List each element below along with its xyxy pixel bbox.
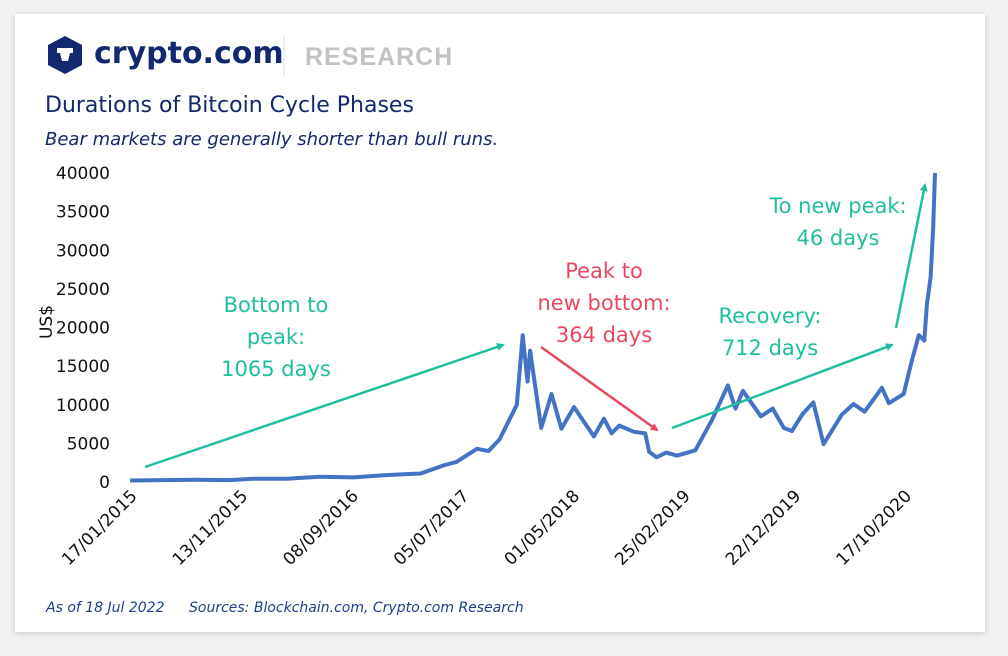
annotation-text: Peak to bbox=[565, 259, 643, 283]
x-tick-label: 08/09/2016 bbox=[279, 486, 362, 569]
annotation-text: new bottom: bbox=[537, 291, 670, 315]
as-of-date: As of 18 Jul 2022 bbox=[45, 600, 165, 616]
y-tick-label: 40000 bbox=[56, 164, 110, 184]
section-label: RESEARCH bbox=[305, 43, 453, 71]
chart-title: Durations of Bitcoin Cycle Phases bbox=[45, 93, 414, 118]
x-tick-label: 17/01/2015 bbox=[58, 486, 141, 569]
y-tick-label: 15000 bbox=[56, 357, 110, 377]
y-tick-label: 20000 bbox=[56, 319, 110, 339]
price-line bbox=[129, 172, 937, 483]
x-tick-label: 17/10/2020 bbox=[833, 486, 916, 569]
chart-subtitle: Bear markets are generally shorter than … bbox=[45, 129, 498, 150]
annotation-text: 712 days bbox=[722, 336, 818, 360]
new-peak-arrow bbox=[894, 183, 928, 329]
brand-name: crypto.com bbox=[94, 36, 284, 71]
bear-arrow bbox=[540, 345, 659, 432]
annotation-text: Recovery: bbox=[719, 304, 822, 328]
annotation-text: 364 days bbox=[556, 323, 652, 347]
x-tick-label: 25/02/2019 bbox=[611, 486, 694, 569]
chart-card bbox=[15, 14, 985, 632]
y-tick-label: 10000 bbox=[56, 396, 110, 416]
annotation-text: Bottom to bbox=[224, 293, 329, 317]
bull-arrow bbox=[144, 343, 505, 469]
x-tick-label: 22/12/2019 bbox=[722, 486, 805, 569]
annotation-text: 46 days bbox=[797, 226, 880, 250]
y-tick-label: 30000 bbox=[56, 241, 110, 261]
recovery-arrow bbox=[671, 343, 894, 430]
x-tick-label: 01/05/2018 bbox=[501, 486, 584, 569]
sources: Sources: Blockchain.com, Crypto.com Rese… bbox=[189, 600, 524, 616]
annotation-text: peak: bbox=[247, 325, 305, 349]
annotation-text: 1065 days bbox=[221, 357, 331, 381]
y-axis-label: US$ bbox=[37, 305, 57, 339]
y-tick-label: 0 bbox=[99, 473, 110, 493]
x-tick-label: 05/07/2017 bbox=[390, 486, 473, 569]
y-tick-label: 5000 bbox=[67, 434, 110, 454]
y-tick-label: 35000 bbox=[56, 203, 110, 223]
crypto-logo-icon bbox=[48, 36, 82, 74]
x-tick-label: 13/11/2015 bbox=[169, 486, 252, 569]
y-tick-label: 25000 bbox=[56, 280, 110, 300]
annotation-text: To new peak: bbox=[768, 194, 906, 218]
